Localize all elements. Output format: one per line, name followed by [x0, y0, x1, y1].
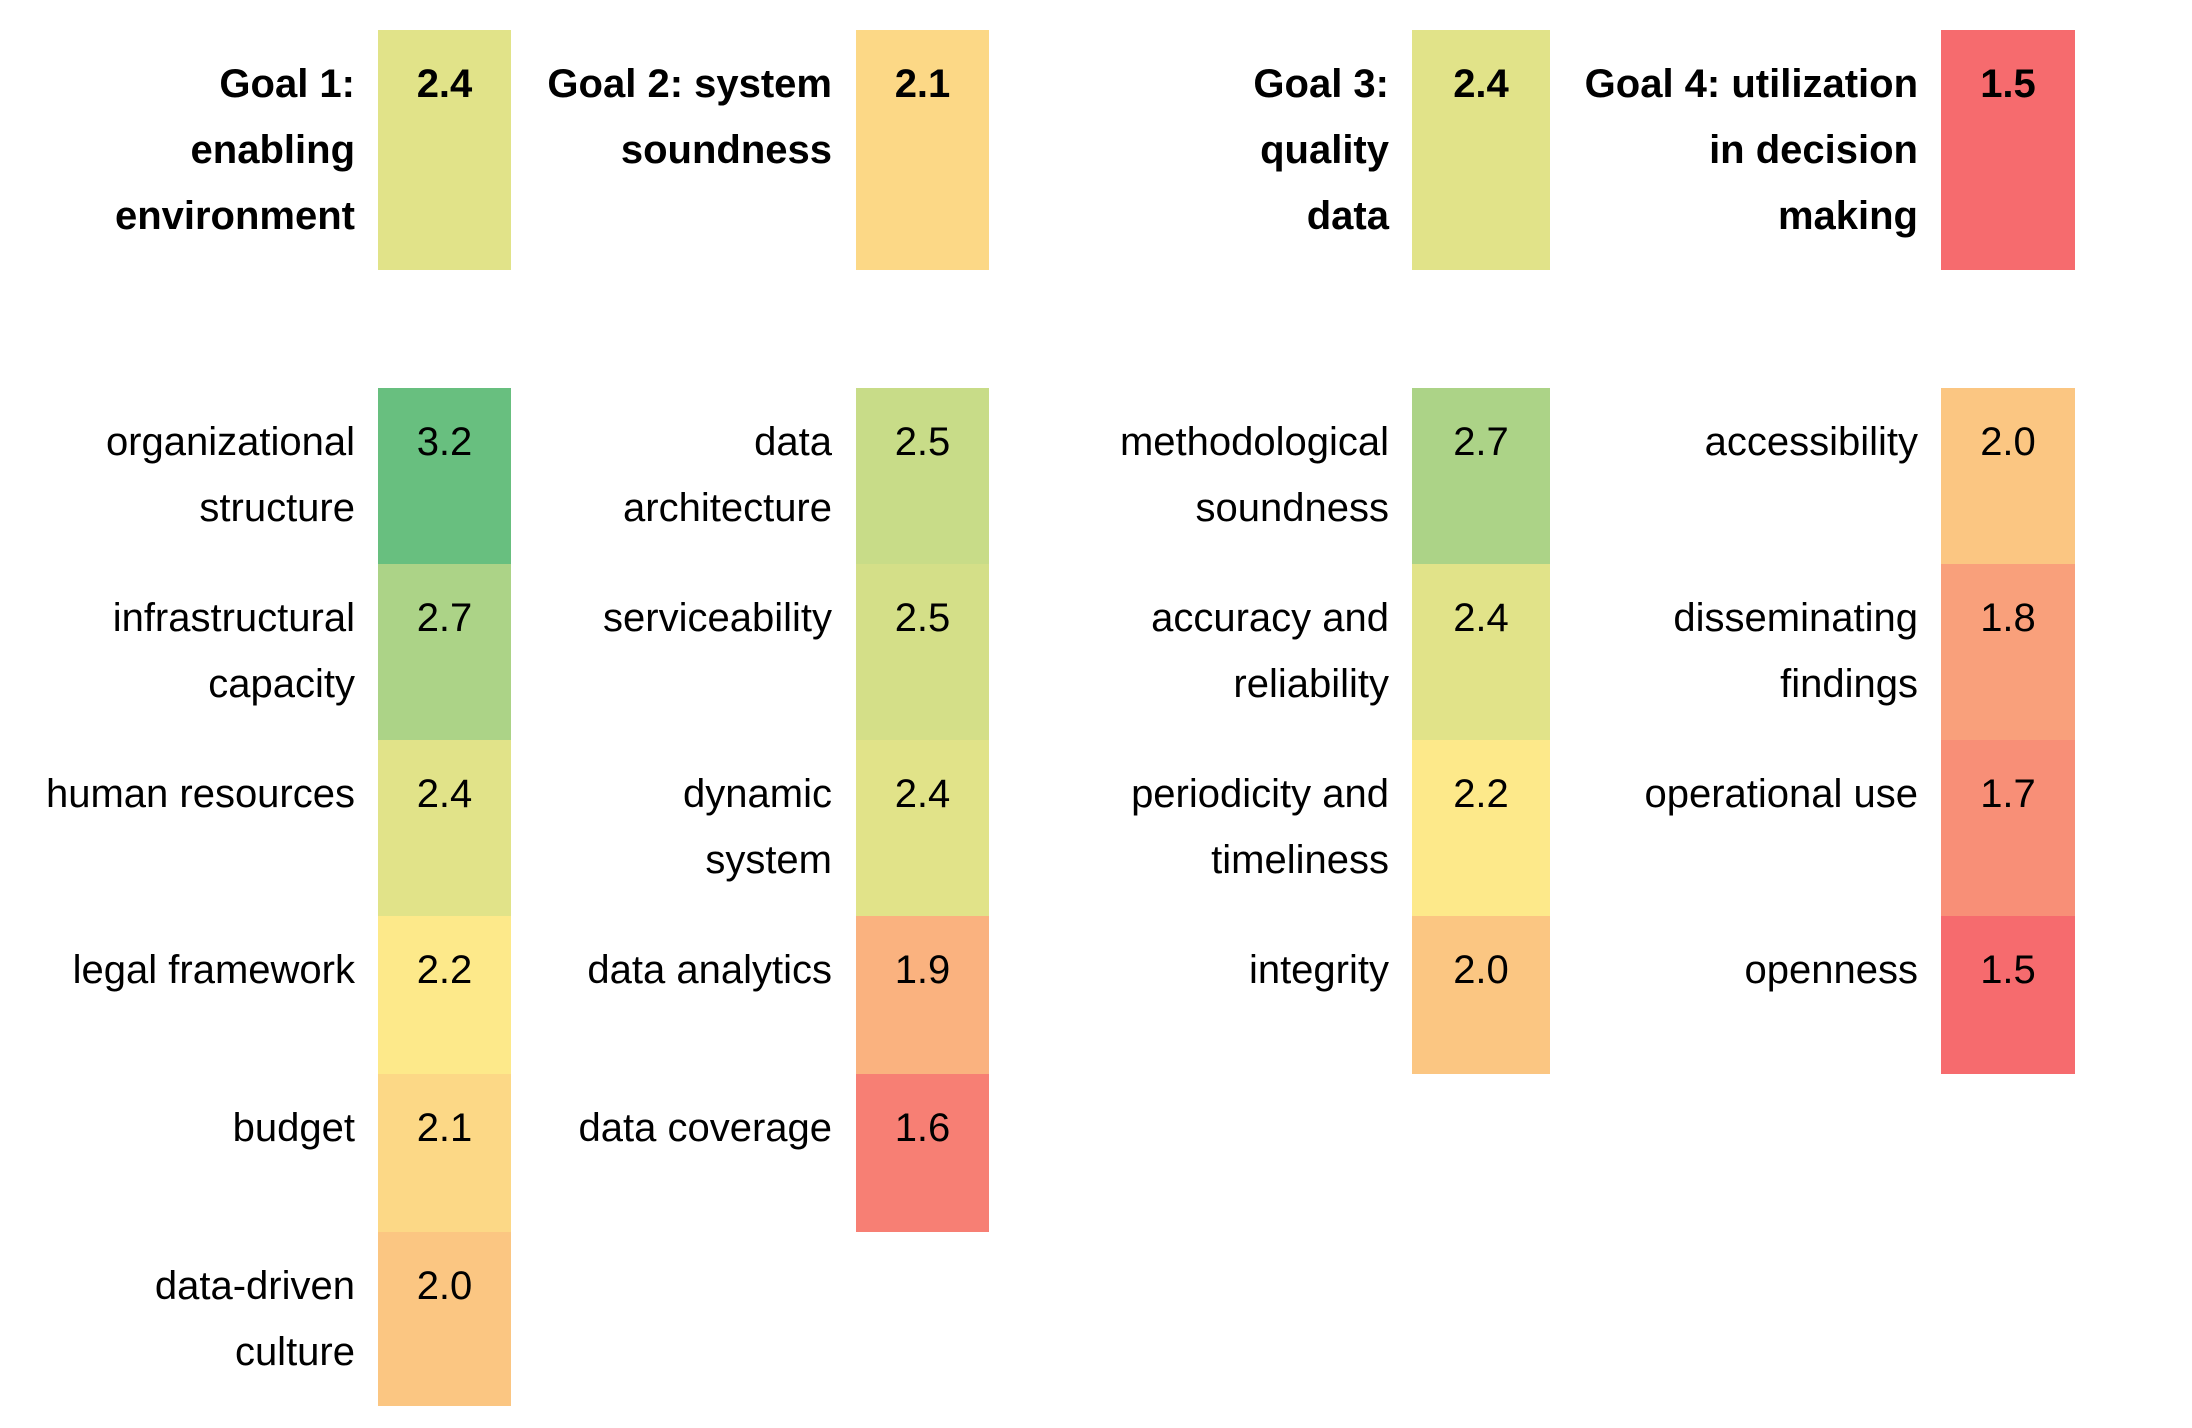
sub-indicator-score: 2.7	[1453, 420, 1509, 464]
goal-3-score-cell: 2.4	[1412, 30, 1550, 270]
sub-indicator-score-cell: 1.7	[1941, 740, 2075, 916]
sub-indicator-score-cell: 2.5	[856, 388, 989, 564]
sub-indicator-label: data coverage	[578, 1106, 832, 1150]
sub-indicator-score: 2.0	[1980, 420, 2036, 464]
goal-3-score: 2.4	[1453, 62, 1509, 106]
sub-indicator-label: legal framework	[72, 948, 355, 992]
sub-indicator-score: 1.9	[894, 948, 951, 992]
sub-indicator-score-cell: 2.4	[1412, 564, 1550, 740]
goal-1-label: Goal 1: enabling environment	[114, 62, 355, 238]
sub-indicator-score: 2.1	[416, 1106, 473, 1150]
goal-2-score-cell: 2.1	[856, 30, 989, 270]
sub-indicator-score-cell: 2.7	[1412, 388, 1550, 564]
goal-4-label: Goal 4: utilization in decision making	[1584, 62, 1918, 238]
sub-indicator-score: 2.7	[416, 596, 473, 640]
sub-indicator-label: infrastructural capacity	[112, 596, 355, 706]
goal-3-label: Goal 3: quality data	[1253, 62, 1389, 238]
sub-indicator-label: budget	[232, 1106, 355, 1150]
sub-indicator-score-cell: 1.6	[856, 1074, 989, 1232]
goal-1-score: 2.4	[416, 62, 473, 106]
sub-indicator-score-cell: 1.9	[856, 916, 989, 1074]
sub-indicator-score: 2.2	[1453, 772, 1509, 816]
sub-indicator-score-cell: 2.7	[378, 564, 511, 740]
sub-indicator-label: organizational structure	[105, 420, 355, 530]
sub-indicator-label: operational use	[1644, 772, 1918, 816]
sub-indicator-score: 1.6	[894, 1106, 951, 1150]
sub-indicator-score: 2.4	[894, 772, 951, 816]
sub-indicator-score: 2.5	[894, 420, 951, 464]
sub-indicator-label: disseminating findings	[1673, 596, 1918, 706]
sub-indicator-score-cell: 2.5	[856, 564, 989, 740]
sub-indicator-label: human resources	[45, 772, 355, 816]
sub-indicator-label: integrity	[1248, 948, 1389, 992]
sub-indicator-label: data analytics	[587, 948, 832, 992]
sub-indicator-score: 1.5	[1980, 948, 2036, 992]
sub-indicator-score: 2.4	[1453, 596, 1509, 640]
sub-indicator-label: accuracy and reliability	[1151, 596, 1389, 706]
sub-indicator-score-cell: 1.8	[1941, 564, 2075, 740]
sub-indicator-label: data-driven culture	[154, 1264, 355, 1374]
goal-4-score-cell: 1.5	[1941, 30, 2075, 270]
sub-indicator-score-cell: 2.4	[378, 740, 511, 916]
sub-indicator-label: periodicity and timeliness	[1131, 772, 1389, 882]
sub-indicator-score: 3.2	[416, 420, 473, 464]
sub-indicator-label: openness	[1744, 948, 1918, 992]
sub-indicator-score: 2.0	[1453, 948, 1509, 992]
sub-indicator-score-cell: 2.2	[1412, 740, 1550, 916]
sub-indicator-score-cell: 2.0	[1412, 916, 1550, 1074]
sub-indicator-score-cell: 1.5	[1941, 916, 2075, 1074]
sub-indicator-score-cell: 2.2	[378, 916, 511, 1074]
sub-indicator-score: 1.7	[1980, 772, 2036, 816]
sub-indicator-label: methodological soundness	[1119, 420, 1389, 530]
sub-indicator-score-cell: 2.0	[378, 1232, 511, 1406]
goal-2-label: Goal 2: system soundness	[547, 62, 832, 172]
sub-indicator-score-cell: 2.4	[856, 740, 989, 916]
goal-1-score-cell: 2.4	[378, 30, 511, 270]
sub-indicator-score: 2.5	[894, 596, 951, 640]
sub-indicator-label: dynamic system	[683, 772, 832, 882]
goal-2-score: 2.1	[894, 62, 951, 106]
goal-4-score: 1.5	[1980, 62, 2036, 106]
sub-indicator-score: 1.8	[1980, 596, 2036, 640]
sub-indicator-label: accessibility	[1704, 420, 1918, 464]
sub-indicator-label: data architecture	[623, 420, 832, 530]
sub-indicator-label: serviceability	[603, 596, 832, 640]
sub-indicator-score: 2.0	[416, 1264, 473, 1308]
sub-indicator-score: 2.4	[416, 772, 473, 816]
sub-indicator-score-cell: 3.2	[378, 388, 511, 564]
sub-indicator-score: 2.2	[416, 948, 473, 992]
sub-indicator-score-cell: 2.1	[378, 1074, 511, 1232]
sub-indicator-score-cell: 2.0	[1941, 388, 2075, 564]
